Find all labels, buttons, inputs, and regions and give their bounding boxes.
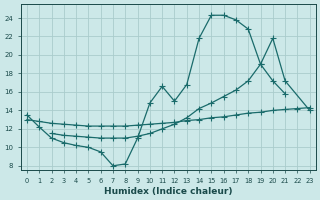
X-axis label: Humidex (Indice chaleur): Humidex (Indice chaleur)	[104, 187, 233, 196]
